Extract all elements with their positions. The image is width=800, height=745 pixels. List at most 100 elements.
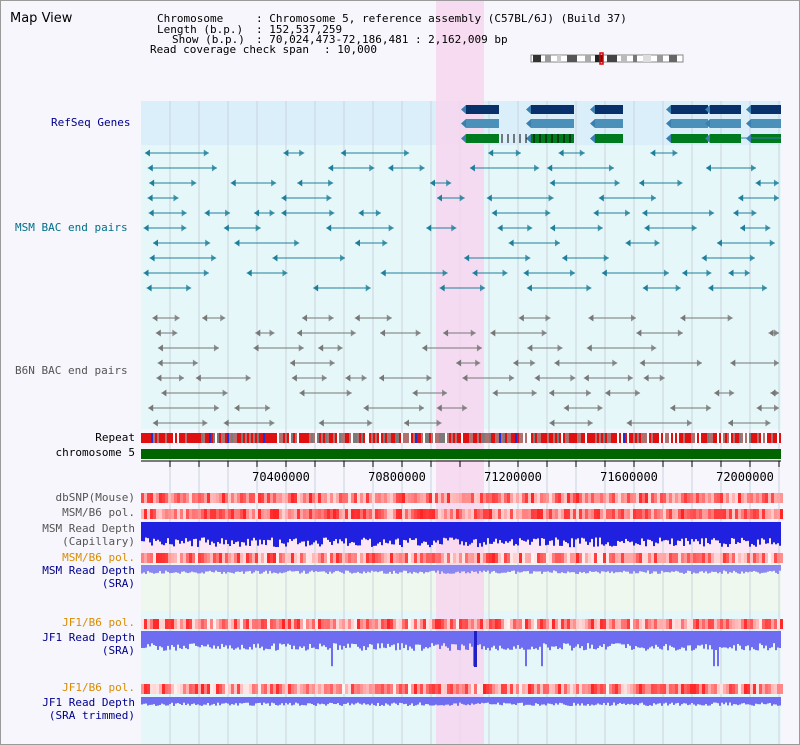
msm-sra-depth-bar [769, 565, 771, 572]
length-value: : 152,537,259 [256, 23, 343, 36]
msm-sra-depth-bar [531, 565, 533, 574]
msm-bac-end-pairs[interactable] [143, 149, 779, 292]
ideogram-band [621, 55, 627, 62]
repeat-element [375, 433, 377, 443]
jf1-trimmed-depth-bar [199, 697, 201, 706]
jf1-trimmed-depth-bar [413, 697, 415, 706]
jf1-pol-heat-cell [171, 619, 174, 629]
repeat-element [571, 433, 573, 443]
msm-capillary-depth-bar [153, 522, 155, 539]
dbsnp-heat-cell [477, 493, 480, 503]
msm-sra-depth-bar [347, 565, 349, 571]
jf1-pol2-heat-cell [603, 684, 606, 694]
msm-pol-heat-cell [306, 509, 309, 519]
track-label-refseq[interactable]: RefSeq Genes [51, 116, 131, 129]
jf1-trimmed-depth-bar [243, 697, 245, 704]
repeat-track[interactable] [141, 433, 781, 443]
jf1-trimmed-depth-bar [779, 697, 781, 706]
jf1-trimmed-depth-bar [405, 697, 407, 704]
msm-capillary-depth-bar [481, 522, 483, 547]
repeat-element [443, 433, 445, 443]
bac-end-marker [202, 314, 208, 322]
chromosome-ideogram[interactable] [530, 52, 684, 65]
repeat-element [667, 433, 669, 443]
gene-strand-arrow [461, 134, 466, 143]
msm-pol2-heat-cell [267, 553, 270, 563]
bac-end-marker [211, 254, 217, 262]
msm-capillary-depth-bar [333, 522, 335, 542]
jf1-trimmed-depth-bar [639, 697, 641, 704]
dbsnp-heat-cell [756, 493, 759, 503]
msm-pol-heat-cell [696, 509, 699, 519]
repeat-element [505, 433, 507, 443]
jf1-sra-depth-bar [719, 631, 721, 648]
msm-sra-depth-bar [203, 565, 205, 574]
jf1-pol2-heat-cell [342, 684, 345, 694]
jf1-trimmed-depth-bar [341, 697, 343, 706]
msm-sra-depth-bar [469, 565, 471, 574]
repeat-element [253, 433, 255, 443]
length-label: Length (b.p.) [157, 23, 244, 36]
dbsnp-heat-cell [276, 493, 279, 503]
jf1-sra-depth-bar [709, 631, 711, 646]
dbsnp-heat-cell [195, 493, 198, 503]
msm-capillary-depth-bar [345, 522, 347, 539]
gene-strand-arrow [590, 119, 595, 128]
repeat-element [377, 433, 379, 443]
jf1-sra-depth-bar [759, 631, 761, 644]
msm-sra-depth-bar [281, 565, 283, 574]
dbsnp-heat-cell [294, 493, 297, 503]
chromosome-bar [141, 449, 781, 459]
msm-pol2-heat-cell [252, 553, 255, 563]
jf1-trimmed-depth-bar [615, 697, 617, 706]
jf1-trimmed-depth-bar [463, 697, 465, 705]
msm-capillary-depth-bar [771, 522, 773, 545]
jf1-sra-depth-bar [285, 631, 287, 647]
jf1-sra-depth-bar [741, 631, 743, 650]
dbsnp-heat-cell [180, 493, 183, 503]
jf1-sra-depth-bar [675, 631, 677, 651]
read-depth-plots[interactable] [141, 522, 781, 706]
bac-end-marker [659, 374, 665, 382]
msm-pol2-heat-cell [615, 553, 618, 563]
msm-sra-depth-bar [367, 565, 369, 572]
bac-end-marker [361, 374, 367, 382]
jf1-pol-heat-cell [288, 619, 291, 629]
jf1-pol2-heat-cell [738, 684, 741, 694]
track-label-b6n-bac[interactable]: B6N BAC end pairs [15, 364, 128, 377]
msm-pol2-heat-cell [549, 553, 552, 563]
jf1-sra-depth-bar [169, 631, 171, 650]
jf1-pol2-heat-cell [159, 684, 162, 694]
repeat-element [495, 433, 497, 443]
msm-pol2-heat-cell [408, 553, 411, 563]
jf1-sra-depth-bar [241, 631, 243, 645]
jf1-trimmed-depth-bar [593, 697, 595, 706]
refseq-gene-models[interactable] [461, 105, 781, 143]
repeat-element [533, 433, 535, 443]
msm-pol-heat-cell [471, 509, 474, 519]
b6n-bac-end-pairs[interactable] [148, 314, 779, 427]
jf1-sra-depth-bar [145, 631, 147, 648]
jf1-trimmed-depth-bar [277, 697, 279, 706]
repeat-element [309, 433, 311, 443]
jf1-pol-heat-cell [198, 619, 201, 629]
bac-end-marker [156, 374, 162, 382]
jf1-pol2-heat-cell [438, 684, 441, 694]
msm-pol-heat-cell [645, 509, 648, 519]
polymorphism-heatmaps[interactable] [141, 493, 783, 694]
jf1-sra-depth-bar [301, 631, 303, 648]
msm-capillary-depth-bar [395, 522, 397, 540]
jf1-trimmed-depth-bar [291, 697, 293, 706]
jf1-trimmed-depth-bar [329, 697, 331, 703]
track-label-msm-bac[interactable]: MSM BAC end pairs [15, 221, 128, 234]
dbsnp-heat-cell [588, 493, 591, 503]
repeat-element [547, 433, 549, 443]
msm-sra-depth-bar [213, 565, 215, 573]
gene-strand-arrow [526, 119, 531, 128]
msm-sra-depth-bar [547, 565, 549, 572]
jf1-trimmed-depth-bar [581, 697, 583, 704]
jf1-pol2-heat-cell [222, 684, 225, 694]
repeat-element [457, 433, 459, 443]
jf1-sra-depth-bar [639, 631, 641, 648]
